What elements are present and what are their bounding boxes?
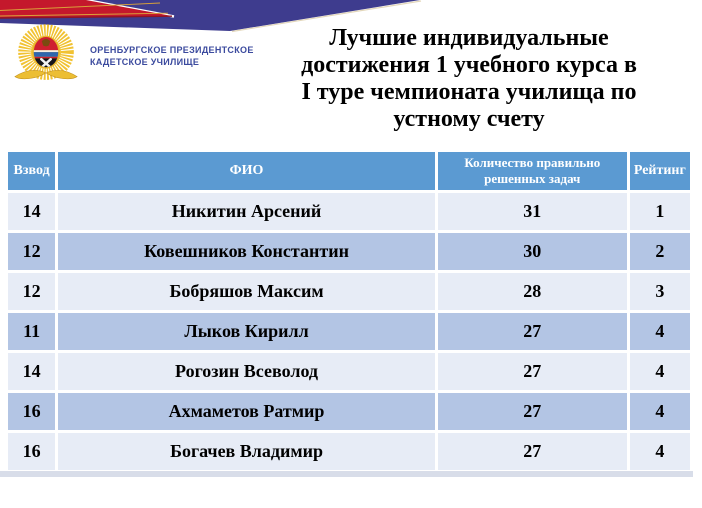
school-emblem-icon: [13, 23, 79, 85]
header-platoon: Взвод: [8, 152, 56, 190]
header-name: ФИО: [58, 152, 435, 190]
rating-cell: 3: [629, 273, 690, 310]
platoon-cell: 12: [8, 233, 56, 270]
name-cell: Бобряшов Максим: [58, 273, 435, 310]
org-name-line2: КАДЕТСКОЕ УЧИЛИЩЕ: [90, 57, 200, 67]
name-cell: Рогозин Всеволод: [58, 353, 435, 390]
table-row: 11 Лыков Кирилл 27 4: [8, 313, 690, 350]
platoon-cell: 12: [8, 273, 56, 310]
results-table: Взвод ФИО Количество правильно решенных …: [5, 149, 693, 473]
rating-cell: 4: [629, 353, 690, 390]
table-row: 12 Ковешников Константин 30 2: [8, 233, 690, 270]
header-solved-tasks: Количество правильно решенных задач: [437, 152, 627, 190]
table-row: 12 Бобряшов Максим 28 3: [8, 273, 690, 310]
platoon-cell: 16: [8, 393, 56, 430]
name-cell: Ахмаметов Ратмир: [58, 393, 435, 430]
score-cell: 30: [437, 233, 627, 270]
table-bottom-border: [0, 471, 693, 477]
table-row: 14 Рогозин Всеволод 27 4: [8, 353, 690, 390]
score-cell: 27: [437, 313, 627, 350]
name-cell: Ковешников Константин: [58, 233, 435, 270]
platoon-cell: 14: [8, 353, 56, 390]
rating-cell: 4: [629, 393, 690, 430]
score-cell: 27: [437, 393, 627, 430]
ribbon-decoration-icon: [0, 0, 422, 33]
platoon-cell: 11: [8, 313, 56, 350]
rating-cell: 4: [629, 313, 690, 350]
rating-cell: 4: [629, 433, 690, 470]
org-name: ОРЕНБУРГСКОЕ ПРЕЗИДЕНТСКОЕ КАДЕТСКОЕ УЧИ…: [90, 44, 270, 68]
rating-cell: 1: [629, 193, 690, 230]
platoon-cell: 16: [8, 433, 56, 470]
platoon-cell: 14: [8, 193, 56, 230]
table-row: 14 Никитин Арсений 31 1: [8, 193, 690, 230]
score-cell: 27: [437, 353, 627, 390]
title-line: Лучшие индивидуальные: [329, 25, 609, 51]
table-header-row: Взвод ФИО Количество правильно решенных …: [8, 152, 690, 190]
header-rating: Рейтинг: [629, 152, 690, 190]
name-cell: Лыков Кирилл: [58, 313, 435, 350]
name-cell: Никитин Арсений: [58, 193, 435, 230]
name-cell: Богачев Владимир: [58, 433, 435, 470]
table-row: 16 Ахмаметов Ратмир 27 4: [8, 393, 690, 430]
score-cell: 27: [437, 433, 627, 470]
title-line: устному счету: [393, 106, 545, 132]
score-cell: 31: [437, 193, 627, 230]
title-line: достижения 1 учебного курса в: [301, 52, 637, 78]
table-row: 16 Богачев Владимир 27 4: [8, 433, 690, 470]
rating-cell: 2: [629, 233, 690, 270]
org-name-line1: ОРЕНБУРГСКОЕ ПРЕЗИДЕНТСКОЕ: [90, 45, 254, 55]
title-line: I туре чемпионата училища по: [301, 79, 637, 105]
page-title: Лучшие индивидуальные достижения 1 учебн…: [238, 25, 700, 133]
score-cell: 28: [437, 273, 627, 310]
